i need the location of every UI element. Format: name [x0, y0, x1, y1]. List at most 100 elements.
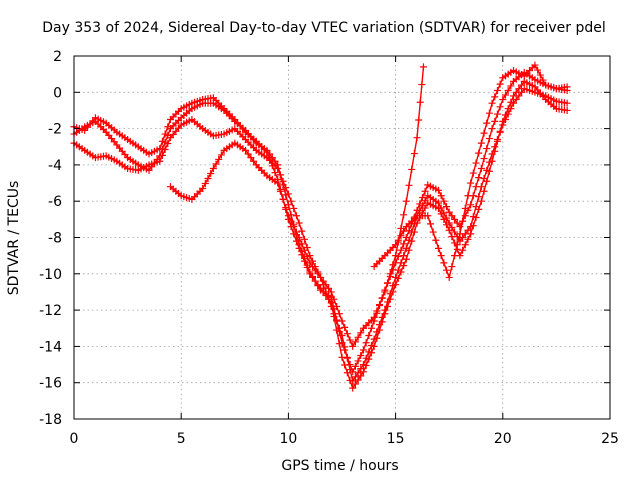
data-point — [209, 165, 217, 173]
data-point-marker — [459, 246, 467, 254]
data-point-marker — [483, 145, 491, 153]
data-point-marker — [504, 86, 512, 94]
data-point-marker — [271, 157, 279, 165]
data-point-marker — [276, 171, 284, 179]
data-point — [477, 165, 485, 173]
data-point-marker — [432, 236, 440, 244]
data-point-marker — [300, 235, 308, 243]
x-tick-label: 5 — [177, 431, 186, 447]
data-point-marker — [443, 266, 451, 274]
data-point-marker — [440, 197, 448, 205]
y-tick-label: -12 — [39, 303, 62, 319]
data-point-marker — [292, 228, 300, 236]
data-point-marker — [485, 135, 493, 143]
x-axis-title: GPS time / hours — [281, 458, 398, 474]
data-point — [467, 201, 475, 209]
data-point-marker — [397, 232, 405, 240]
data-point-marker — [453, 219, 461, 227]
data-point-marker — [287, 197, 295, 205]
data-point-marker — [384, 302, 392, 310]
data-point-marker — [279, 181, 287, 189]
series-arc-2 — [70, 68, 571, 376]
data-point-marker — [311, 277, 319, 285]
data-point-marker — [512, 88, 520, 96]
data-point — [488, 157, 496, 165]
x-tick-label: 25 — [601, 431, 619, 447]
data-point-marker — [282, 191, 290, 199]
x-tick-label: 20 — [494, 431, 512, 447]
data-point — [434, 186, 442, 194]
data-point-marker — [475, 193, 483, 201]
data-point-marker — [480, 155, 488, 163]
data-point-marker — [451, 215, 459, 223]
data-point-marker — [472, 159, 480, 167]
data-point-marker — [459, 234, 467, 241]
data-point-marker — [480, 187, 488, 195]
data-point-marker — [290, 223, 298, 231]
data-point-marker — [518, 81, 526, 89]
data-point-marker — [357, 329, 365, 337]
series-arc-4 — [166, 63, 427, 350]
data-point-marker — [485, 167, 493, 175]
data-point-marker — [311, 266, 319, 274]
data-point-marker — [515, 85, 523, 93]
data-point-marker — [333, 326, 341, 334]
data-point-marker — [491, 93, 499, 101]
data-point-marker — [309, 273, 317, 281]
data-point-marker — [426, 220, 434, 228]
data-point-marker — [341, 361, 349, 369]
y-tick-label: -4 — [48, 158, 62, 174]
data-point-marker — [378, 318, 386, 326]
data-point — [263, 148, 271, 156]
data-point — [510, 92, 518, 100]
data-point — [392, 252, 400, 260]
data-point-marker — [512, 96, 520, 104]
data-point — [467, 179, 475, 187]
data-point — [402, 234, 410, 241]
data-point-marker — [451, 252, 459, 260]
series-arc-3 — [70, 77, 571, 392]
y-tick-label: -14 — [39, 339, 62, 355]
data-point-marker — [405, 181, 413, 189]
y-tick-label: 0 — [53, 85, 62, 101]
data-point-marker — [475, 149, 483, 157]
data-point-marker — [215, 155, 223, 163]
data-point-marker — [292, 212, 300, 220]
data-point — [295, 234, 303, 241]
data-point-marker — [448, 212, 456, 220]
data-point-marker — [335, 310, 343, 318]
data-point-marker — [300, 246, 308, 254]
data-point — [306, 270, 314, 278]
data-point-marker — [480, 129, 488, 137]
data-point-marker — [343, 369, 351, 377]
data-point — [156, 145, 164, 153]
y-tick-label: -6 — [48, 194, 62, 210]
data-point-marker — [421, 187, 429, 195]
data-point — [199, 184, 207, 192]
y-tick-label: 2 — [53, 49, 62, 65]
series-arc-1 — [70, 85, 571, 385]
data-point-marker — [501, 111, 509, 119]
data-point-marker — [276, 187, 284, 195]
data-point-marker — [408, 237, 416, 245]
data-point — [295, 219, 303, 227]
data-point — [317, 273, 325, 281]
data-point — [445, 226, 453, 234]
series-line — [170, 66, 425, 348]
data-point-marker — [244, 150, 252, 158]
data-point-marker — [373, 334, 381, 342]
data-point-marker — [389, 261, 397, 269]
data-point-marker — [335, 340, 343, 348]
data-point-marker — [496, 103, 504, 111]
data-point-marker — [314, 281, 322, 289]
data-point — [284, 212, 292, 220]
x-tick-label: 10 — [279, 431, 297, 447]
data-point-marker — [378, 294, 386, 302]
data-point-marker — [247, 154, 255, 162]
data-point-marker — [448, 233, 456, 241]
data-point-marker — [416, 200, 424, 208]
series-line — [73, 71, 568, 374]
data-point-marker — [298, 251, 306, 259]
y-tick-label: -18 — [39, 412, 62, 428]
data-series — [70, 61, 571, 392]
